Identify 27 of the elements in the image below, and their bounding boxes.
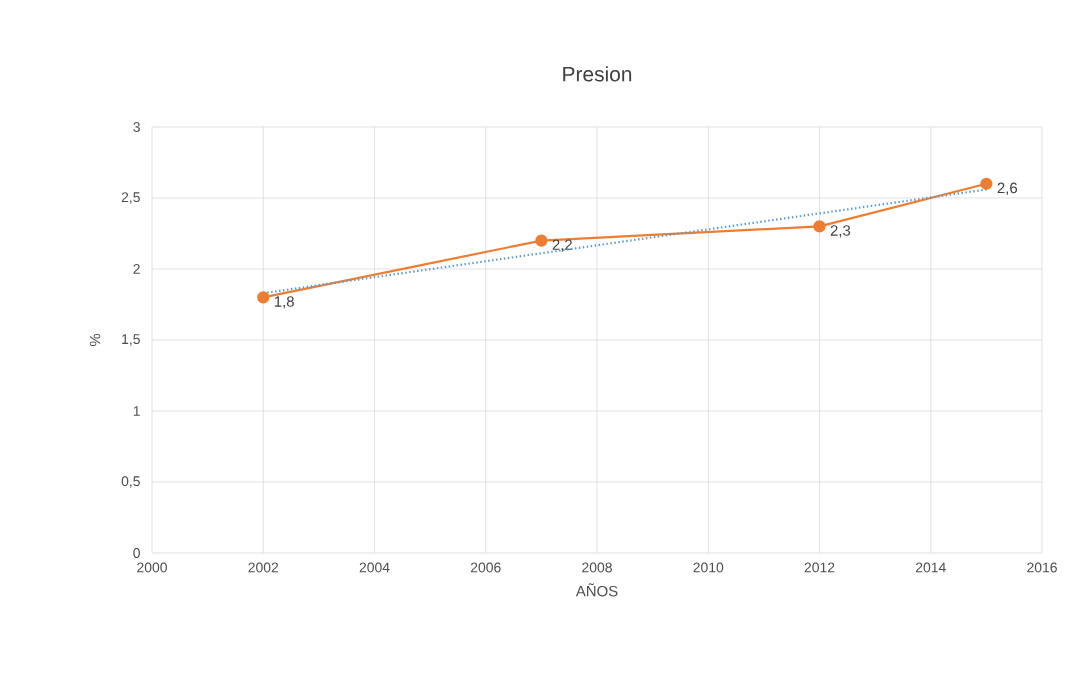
y-tick-label: 2 bbox=[133, 264, 140, 274]
y-tick-label: 2,5 bbox=[121, 192, 140, 204]
point bbox=[535, 234, 548, 247]
data-label: 2,2 bbox=[552, 239, 572, 252]
x-axis-title: AÑOS bbox=[575, 583, 618, 597]
point bbox=[813, 220, 826, 233]
data-label: 1,8 bbox=[274, 296, 294, 309]
y-tick-label: 0 bbox=[133, 548, 140, 558]
x-tick-label: 2016 bbox=[1027, 562, 1057, 573]
point bbox=[980, 177, 993, 190]
data-label: 2,6 bbox=[997, 182, 1018, 195]
x-tick-label: 2014 bbox=[915, 562, 946, 573]
y-tick-label: 1,5 bbox=[122, 334, 140, 346]
x-tick-label: 2012 bbox=[804, 562, 835, 573]
x-tick-label: 2000 bbox=[137, 562, 167, 573]
x-tick-label: 2006 bbox=[470, 562, 501, 573]
x-tick-label: 2010 bbox=[693, 562, 724, 573]
y-axis-title: % bbox=[89, 333, 101, 347]
chart-title: Presion bbox=[563, 66, 632, 82]
point bbox=[257, 291, 270, 304]
y-tick-label: 3 bbox=[133, 122, 140, 132]
x-tick-label: 2004 bbox=[359, 562, 390, 573]
data-label: 2,3 bbox=[830, 225, 851, 238]
y-tick-label: 1 bbox=[133, 406, 140, 416]
x-tick-label: 2002 bbox=[248, 562, 279, 573]
x-tick-label: 2008 bbox=[582, 562, 612, 573]
y-tick-label: 0,5 bbox=[121, 476, 140, 488]
